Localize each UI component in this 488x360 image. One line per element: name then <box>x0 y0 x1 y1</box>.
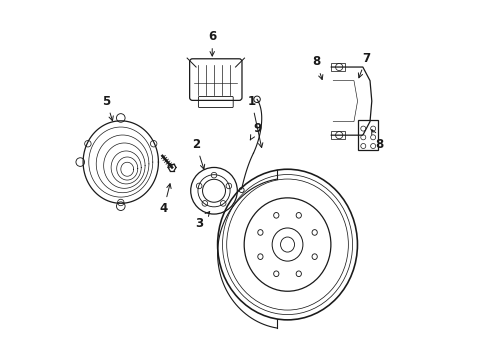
Text: 8: 8 <box>311 55 322 80</box>
Text: 7: 7 <box>358 51 370 78</box>
Text: 4: 4 <box>160 184 171 215</box>
Bar <box>330 131 345 139</box>
Text: 8: 8 <box>371 130 382 150</box>
Bar <box>358 120 377 150</box>
Text: 2: 2 <box>192 138 204 169</box>
Bar <box>330 63 345 71</box>
Text: 1: 1 <box>247 95 263 148</box>
Text: 9: 9 <box>250 122 261 140</box>
Text: 5: 5 <box>102 95 113 121</box>
Text: 3: 3 <box>195 212 209 230</box>
Text: 6: 6 <box>208 30 216 56</box>
